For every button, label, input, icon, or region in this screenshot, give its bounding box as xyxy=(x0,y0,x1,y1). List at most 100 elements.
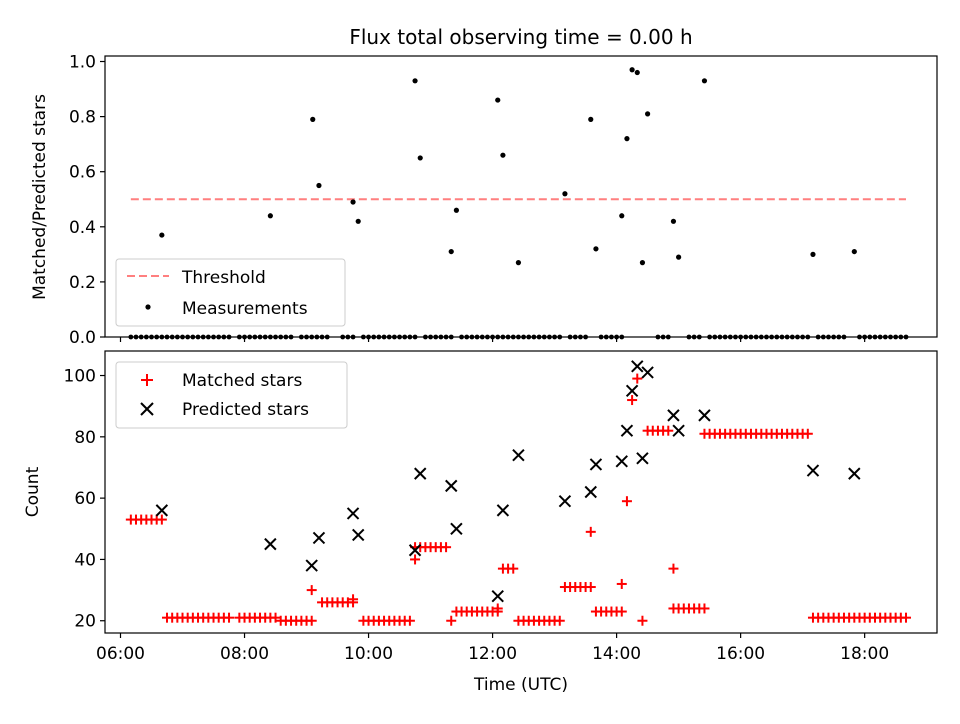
predicted-star-point xyxy=(636,452,649,465)
measurement-point xyxy=(500,152,506,158)
matched-star-point xyxy=(441,542,452,553)
matched-star-point xyxy=(900,612,911,623)
x-axis-label: Time (UTC) xyxy=(473,675,568,695)
predicted-star-point xyxy=(491,590,504,603)
matched-legend-label: Matched stars xyxy=(182,371,302,391)
ratio-y-tick-label: 1.0 xyxy=(69,53,96,73)
matched-star-point xyxy=(156,514,167,525)
matched-star-point xyxy=(802,428,813,439)
measurement-point xyxy=(515,260,522,266)
measurement-point xyxy=(310,116,316,122)
matched-star-point xyxy=(306,615,317,626)
ratio-y-tick-label: 0.0 xyxy=(69,328,96,348)
predicted-star-point xyxy=(584,485,597,499)
measurement-point xyxy=(676,254,682,260)
predicted-star-point xyxy=(305,559,318,572)
matched-star-point xyxy=(508,563,519,574)
ratio-y-tick-label: 0.6 xyxy=(69,163,96,183)
matched-star-point xyxy=(348,594,359,605)
matched-star-point xyxy=(404,615,415,626)
matched-star-point xyxy=(616,578,627,589)
count-y-tick-label: 40 xyxy=(74,550,96,570)
count-axes: 20 40 60 80 100 06:00 08:00 10:00 12:00 14:00 16:0… xyxy=(64,367,890,664)
ratio-axes: 0.0 0.2 0.4 0.6 0.8 1.0 xyxy=(69,53,866,348)
measurement-point xyxy=(495,97,501,103)
count-panel: 20 40 60 80 100 06:00 08:00 10:00 12:00 14:00 16:0… xyxy=(23,350,938,695)
measurement-point xyxy=(619,213,625,219)
predicted-star-point xyxy=(620,424,634,437)
x-tick-label: 18:00 xyxy=(840,644,889,664)
ratio-legend-box xyxy=(115,258,346,327)
predicted-star-point xyxy=(408,544,422,557)
predicted-star-point xyxy=(450,522,463,535)
measurement-point xyxy=(562,191,568,197)
matched-legend-swatch xyxy=(141,374,153,386)
predicted-star-point xyxy=(615,455,628,468)
measurement-point xyxy=(810,251,816,257)
ratio-data xyxy=(128,67,909,340)
ratio-legend: Threshold Measurements xyxy=(115,258,346,327)
matched-star-point xyxy=(663,425,674,436)
measurement-point xyxy=(355,218,361,224)
measurement-point xyxy=(851,248,857,255)
measurement-point xyxy=(417,155,423,161)
predicted-star-point xyxy=(631,360,644,373)
threshold-legend-label: Threshold xyxy=(181,268,266,288)
matched-star-point xyxy=(616,606,627,617)
measurement-point xyxy=(629,67,635,73)
count-legend-box xyxy=(115,361,348,429)
measurement-point xyxy=(634,69,640,76)
measurement-point xyxy=(639,260,646,266)
matched-star-point xyxy=(668,563,679,574)
measurement-point xyxy=(267,213,273,219)
matched-star-point xyxy=(446,615,457,626)
matched-star-point xyxy=(585,582,596,593)
measurement-point xyxy=(645,111,651,117)
measurement-point xyxy=(670,218,677,224)
measurements-legend-swatch xyxy=(145,304,151,310)
x-tick-label: 08:00 xyxy=(220,644,269,664)
measurement-point xyxy=(624,136,630,142)
predicted-legend-swatch xyxy=(140,402,154,416)
count-y-tick-label: 80 xyxy=(74,428,96,448)
predicted-star-point xyxy=(625,384,639,398)
matched-star-point xyxy=(699,603,710,614)
predicted-star-point xyxy=(512,449,525,462)
ratio-y-tick-label: 0.8 xyxy=(69,108,96,128)
predicted-star-point xyxy=(346,507,360,520)
x-tick-label: 06:00 xyxy=(96,644,145,664)
measurements-legend-label: Measurements xyxy=(182,299,308,319)
matched-star-point xyxy=(224,612,235,623)
predicted-star-point xyxy=(445,479,458,493)
count-plot-frame xyxy=(104,350,938,634)
predicted-star-point xyxy=(672,424,685,437)
measurement-point xyxy=(593,246,599,252)
x-tick-label: 14:00 xyxy=(592,644,641,664)
x-tick-label: 16:00 xyxy=(716,644,765,664)
count-legend: Matched stars Predicted stars xyxy=(115,361,348,429)
matched-star-point xyxy=(410,554,421,565)
chart-title: Flux total observing time = 0.00 h xyxy=(349,25,692,49)
measurement-point xyxy=(453,207,460,213)
measurement-point xyxy=(159,232,165,238)
measurement-point xyxy=(316,182,322,189)
matched-star-point xyxy=(632,373,643,384)
predicted-star-point xyxy=(806,464,820,477)
count-y-tick-label: 20 xyxy=(74,612,96,632)
predicted-star-point xyxy=(848,467,861,480)
predicted-star-point xyxy=(641,366,654,379)
predicted-star-point xyxy=(312,531,326,545)
matched-star-point xyxy=(637,615,648,626)
measurement-point xyxy=(350,199,356,205)
x-tick-label: 12:00 xyxy=(468,644,517,664)
ratio-y-axis-label: Matched/Predicted stars xyxy=(30,94,50,300)
matched-star-point xyxy=(621,496,632,507)
measurement-point xyxy=(588,116,594,122)
x-tick-label: 10:00 xyxy=(344,644,393,664)
predicted-star-point xyxy=(589,458,603,471)
predicted-star-point xyxy=(558,494,572,508)
measurement-point xyxy=(701,78,708,84)
predicted-star-point xyxy=(496,504,510,517)
matched-star-point xyxy=(306,585,317,596)
